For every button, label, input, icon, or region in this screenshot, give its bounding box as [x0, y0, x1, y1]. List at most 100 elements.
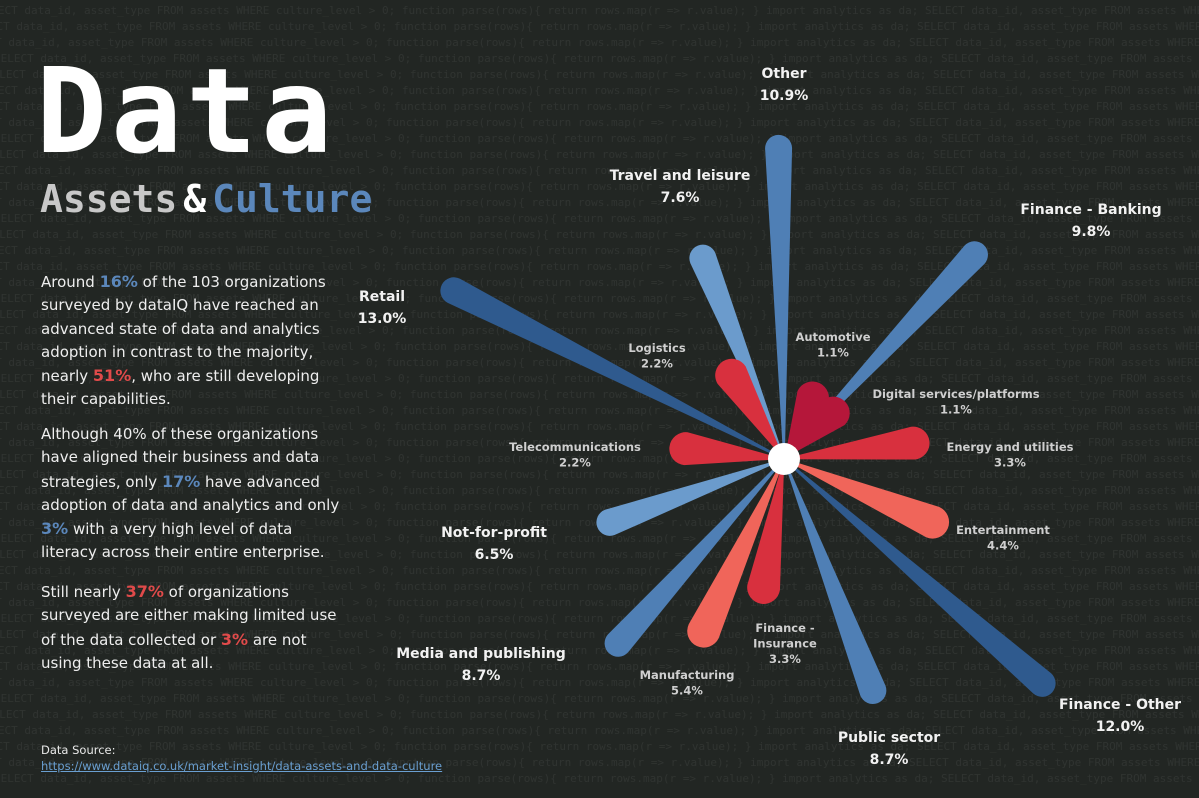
title-main: Data	[36, 42, 337, 180]
label-value-energy-and-utilities: 3.3%	[994, 456, 1026, 470]
p3-text-b: of organizations surveyed are either mak…	[41, 583, 337, 649]
background-code-line: SELECT data_id, asset_type FROM assets W…	[0, 740, 1199, 753]
label-name-public-sector: Public sector	[838, 730, 940, 746]
label-value-entertainment: 4.4%	[987, 539, 1019, 553]
p3-text-c: are not using these data at all.	[41, 630, 307, 672]
p1-highlight-developing: 51%	[92, 366, 132, 386]
background-code-line: SELECT data_id, asset_type FROM assets W…	[0, 52, 1199, 65]
label-value-automotive: 1.1%	[817, 346, 849, 360]
bar-energy-and-utilities[interactable]	[789, 426, 930, 460]
bar-other[interactable]	[765, 134, 793, 454]
background-code-line: SELECT data_id, asset_type FROM assets W…	[0, 260, 1199, 273]
bar-automotive[interactable]	[785, 381, 829, 454]
background-code-line: SELECT data_id, asset_type FROM assets W…	[0, 724, 1199, 737]
label-name-energy-and-utilities: Energy and utilities	[946, 440, 1073, 454]
bar-retail[interactable]	[440, 277, 780, 458]
p3-text-a: Still nearly	[41, 583, 126, 601]
p3-highlight-not-using: 3%	[220, 629, 249, 649]
label-name-manufacturing: Manufacturing	[640, 668, 735, 682]
label-name-logistics: Logistics	[628, 341, 686, 355]
bar-public-sector[interactable]	[785, 464, 887, 704]
bar-not-for-profit[interactable]	[596, 460, 779, 536]
label-value-media-and-publishing: 8.7%	[462, 668, 501, 684]
label-name-finance-insurance: Finance -	[755, 621, 815, 635]
bar-telecommunications[interactable]	[669, 432, 779, 466]
label-name-other: Other	[762, 66, 807, 82]
bar-entertainment[interactable]	[789, 460, 950, 539]
label-value-finance-other: 12.0%	[1096, 719, 1145, 735]
background-code-line: SELECT data_id, asset_type FROM assets W…	[0, 36, 1199, 49]
background-code-line: SELECT data_id, asset_type FROM assets W…	[0, 612, 1199, 625]
label-name-travel-and-leisure: Travel and leisure	[610, 168, 751, 184]
data-source-link[interactable]: https://www.dataiq.co.uk/market-insight/…	[41, 759, 443, 773]
background-code-line: SELECT data_id, asset_type FROM assets W…	[0, 388, 1199, 401]
p3-highlight-limited: 37%	[125, 582, 164, 601]
subtitle-word-assets: Assets	[40, 177, 178, 221]
background-code-line: SELECT data_id, asset_type FROM assets W…	[0, 468, 1199, 481]
background-code-line: SELECT data_id, asset_type FROM assets W…	[0, 148, 1199, 161]
p2-text-b: have advanced adoption of data and analy…	[41, 472, 340, 514]
label-name-finance-insurance: Insurance	[753, 637, 817, 651]
title-subtitle: Assets & Culture	[40, 180, 372, 218]
background-code-line: SELECT data_id, asset_type FROM assets W…	[0, 196, 1199, 209]
paragraph-adoption: Around 16% of the 103 organizations surv…	[41, 270, 341, 412]
label-value-retail: 13.0%	[358, 311, 407, 327]
background-code-line: SELECT data_id, asset_type FROM assets W…	[0, 596, 1199, 609]
label-value-finance-banking: 9.8%	[1072, 224, 1111, 240]
label-name-retail: Retail	[359, 289, 405, 305]
paragraph-alignment: Although 40% of these organizations have…	[41, 423, 341, 565]
label-name-digital-services-platforms: Digital services/platforms	[872, 387, 1039, 401]
bar-logistics[interactable]	[715, 358, 782, 455]
label-name-telecommunications: Telecommunications	[509, 440, 641, 454]
bar-manufacturing[interactable]	[687, 464, 783, 648]
label-value-finance-insurance: 3.3%	[769, 652, 801, 666]
label-name-not-for-profit: Not-for-profit	[441, 525, 547, 541]
label-name-entertainment: Entertainment	[956, 523, 1050, 537]
background-code-line: SELECT data_id, asset_type FROM assets W…	[0, 644, 1199, 657]
label-value-other: 10.9%	[760, 88, 809, 104]
label-value-logistics: 2.2%	[641, 357, 673, 371]
data-source-label: Data Source:	[41, 743, 116, 757]
background-code-line: SELECT data_id, asset_type FROM assets W…	[0, 308, 1199, 321]
bar-media-and-publishing[interactable]	[604, 462, 781, 657]
background-code-line: SELECT data_id, asset_type FROM assets W…	[0, 4, 1199, 17]
background-code-line: SELECT data_id, asset_type FROM assets W…	[0, 68, 1199, 81]
label-value-public-sector: 8.7%	[870, 752, 909, 768]
background-code-line: SELECT data_id, asset_type FROM assets W…	[0, 484, 1199, 497]
bar-digital-services-platforms[interactable]	[787, 396, 850, 456]
p1-highlight-advanced: 16%	[99, 272, 138, 291]
label-name-finance-other: Finance - Other	[1059, 697, 1181, 713]
background-code-line: SELECT data_id, asset_type FROM assets W…	[0, 292, 1199, 305]
background-code-line: SELECT data_id, asset_type FROM assets W…	[0, 100, 1199, 113]
background-code-line: SELECT data_id, asset_type FROM assets W…	[0, 244, 1199, 257]
subtitle-word-culture: Culture	[212, 177, 373, 221]
label-value-travel-and-leisure: 7.6%	[661, 190, 700, 206]
background-code-line: SELECT data_id, asset_type FROM assets W…	[0, 660, 1199, 673]
label-name-media-and-publishing: Media and publishing	[396, 646, 566, 662]
label-value-telecommunications: 2.2%	[559, 456, 591, 470]
background-code-line: SELECT data_id, asset_type FROM assets W…	[0, 532, 1199, 545]
background-code-line: SELECT data_id, asset_type FROM assets W…	[0, 372, 1199, 385]
background-code-line: SELECT data_id, asset_type FROM assets W…	[0, 580, 1199, 593]
p1-text-a: Around	[41, 273, 100, 291]
background-code-line: SELECT data_id, asset_type FROM assets W…	[0, 676, 1199, 689]
data-source: Data Source: https://www.dataiq.co.uk/ma…	[41, 742, 442, 774]
label-name-finance-banking: Finance - Banking	[1020, 202, 1161, 218]
background-code-line: SELECT data_id, asset_type FROM assets W…	[0, 708, 1199, 721]
bar-finance-other[interactable]	[787, 462, 1056, 697]
background-code-line: SELECT data_id, asset_type FROM assets W…	[0, 756, 1199, 769]
bar-finance-insurance[interactable]	[747, 464, 785, 604]
background-code-line: SELECT data_id, asset_type FROM assets W…	[0, 628, 1199, 641]
label-value-not-for-profit: 6.5%	[475, 547, 514, 563]
background-code-line: SELECT data_id, asset_type FROM assets W…	[0, 404, 1199, 417]
background-code-line: SELECT data_id, asset_type FROM assets W…	[0, 228, 1199, 241]
p2-text-a: Although 40% of these organizations have…	[41, 425, 320, 491]
paragraph-limited-use: Still nearly 37% of organizations survey…	[41, 580, 341, 675]
label-value-manufacturing: 5.4%	[671, 684, 703, 698]
background-code-line: SELECT data_id, asset_type FROM assets W…	[0, 132, 1199, 145]
background-code-line: SELECT data_id, asset_type FROM assets W…	[0, 212, 1199, 225]
background-code-line: SELECT data_id, asset_type FROM assets W…	[0, 180, 1199, 193]
